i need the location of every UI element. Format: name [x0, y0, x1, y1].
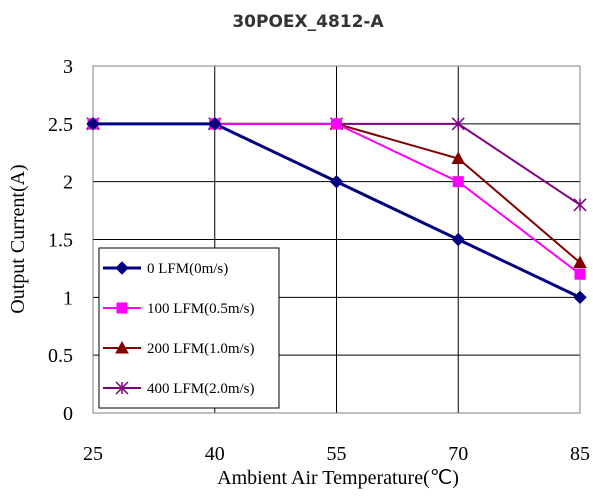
legend-label: 0 LFM(0m/s): [147, 261, 228, 277]
legend-label: 400 LFM(2.0m/s): [147, 381, 255, 397]
data-point-2-4: [573, 255, 587, 269]
x-tick-label: 40: [205, 443, 225, 465]
data-point-1-2: [331, 118, 342, 130]
plot-area: 0 0.5 1 1.5 2 2.5 3 25 40 55 70 85 0 LFM(0m/s) 100 LF…: [48, 56, 590, 465]
plot-frame: [92, 65, 581, 414]
data-point-3-3: [451, 117, 465, 131]
x-tick-label: 25: [83, 443, 103, 465]
y-tick-label: 3: [63, 56, 73, 78]
legend-marker-1: [116, 302, 128, 314]
legend-box: [98, 247, 280, 409]
data-point-1-4: [574, 268, 586, 280]
y-tick-label: 0: [63, 403, 73, 425]
chart-title: 30POEX_4812-A: [232, 12, 384, 32]
x-tick-label: 85: [570, 443, 590, 465]
data-point-0-1: [208, 117, 222, 131]
data-point-0-0: [86, 117, 100, 131]
y-tick-label: 0.5: [48, 345, 73, 367]
x-axis-label: Ambient Air Temperature(℃): [217, 467, 459, 489]
x-tick-label: 70: [448, 443, 468, 465]
y-tick-label: 1: [63, 287, 73, 309]
data-point-2-3: [451, 151, 466, 165]
y-tick-label: 2: [63, 172, 73, 194]
legend-label: 200 LFM(1.0m/s): [147, 341, 255, 357]
legend-label: 100 LFM(0.5m/s): [147, 301, 255, 317]
y-tick-label: 2.5: [48, 114, 73, 136]
data-point-0-4: [573, 290, 587, 305]
x-tick-label: 55: [327, 443, 347, 465]
y-tick-label: 1.5: [48, 230, 73, 252]
legend-marker-3: [115, 381, 129, 395]
data-point-3-4: [573, 198, 587, 212]
data-point-0-3: [451, 232, 465, 247]
legend-marker-0: [115, 261, 129, 275]
legend-marker-2: [115, 340, 129, 354]
data-point-0-2: [329, 174, 344, 189]
data-point-1-3: [452, 176, 464, 188]
y-axis-label: Output Current(A): [7, 164, 29, 313]
